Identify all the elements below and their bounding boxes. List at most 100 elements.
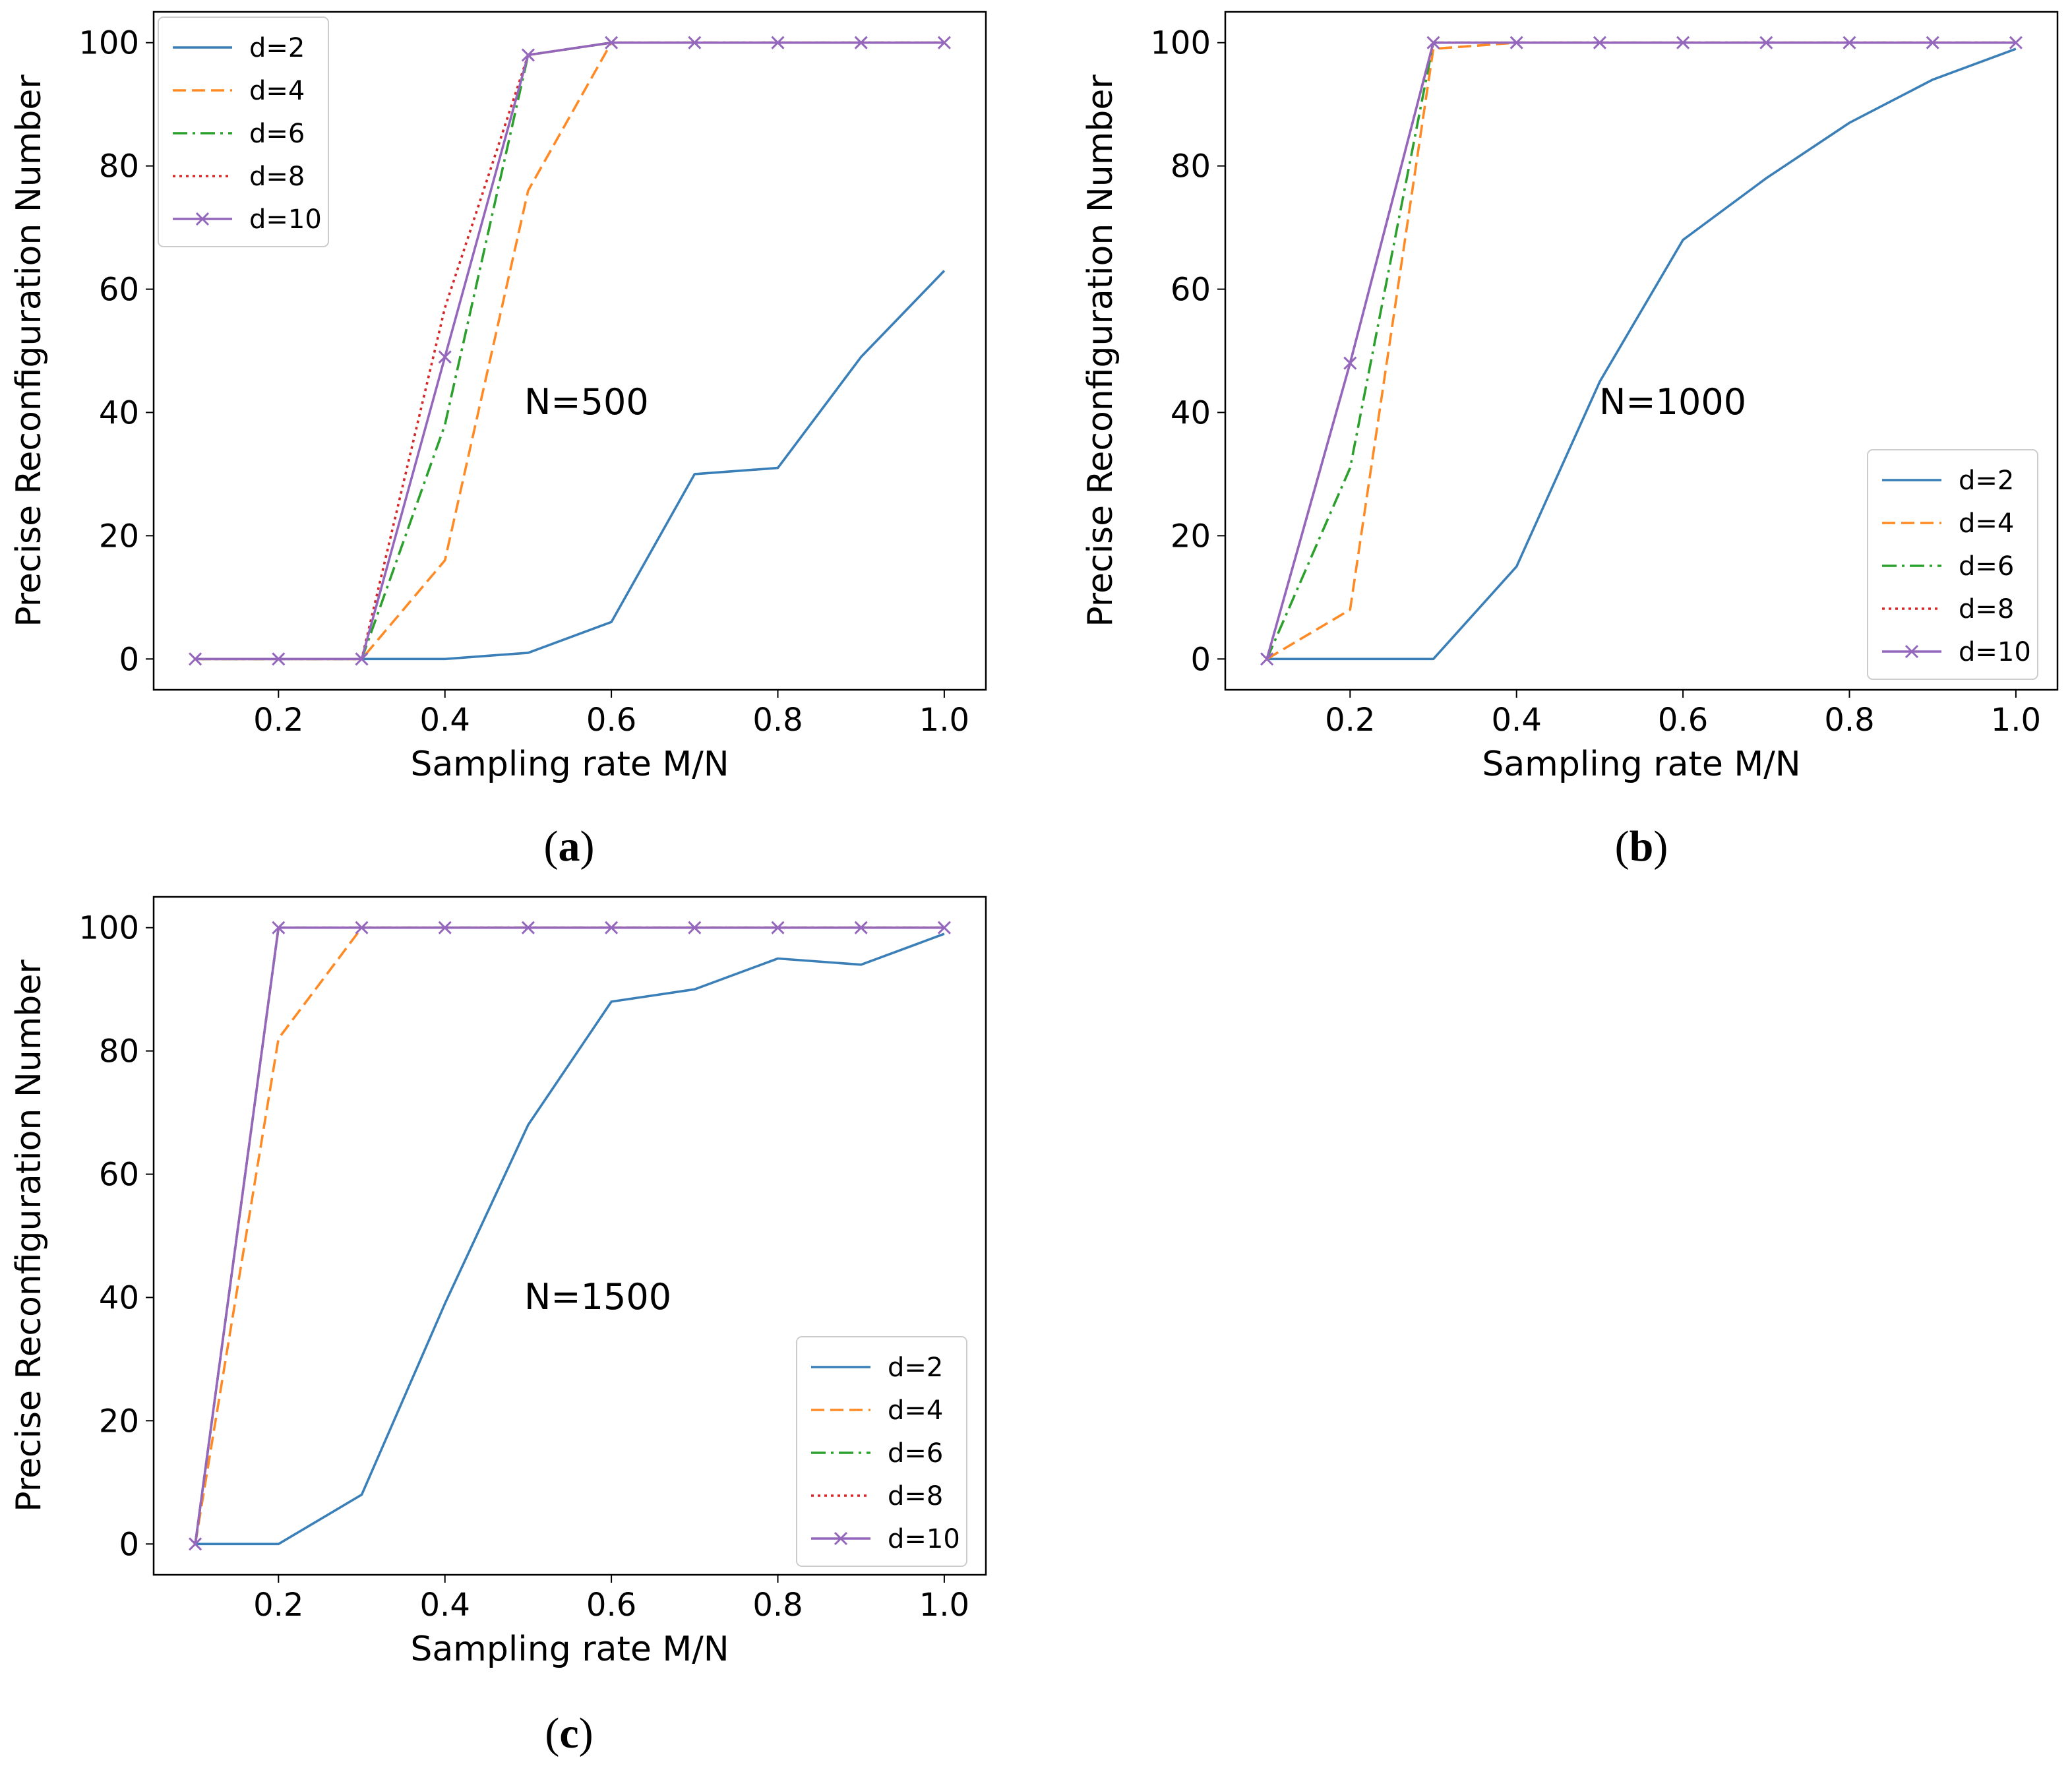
panel-annotation: N=500 [524, 381, 649, 423]
legend-entry-label: d=2 [888, 1353, 943, 1383]
legend-entry-label: d=2 [249, 33, 305, 63]
y-tick-label: 40 [99, 1279, 139, 1316]
x-tick-label: 0.2 [253, 702, 303, 739]
y-tick-label: 60 [1171, 272, 1211, 309]
y-tick-label: 60 [99, 1157, 139, 1194]
y-tick-label: 0 [119, 641, 139, 678]
y-axis-title: Precise Reconfiguration Number [9, 75, 49, 627]
data-point-marker [189, 652, 202, 666]
legend-entry-label: d=10 [1959, 637, 2031, 667]
data-point-marker [1926, 36, 1939, 49]
y-tick-label: 100 [1150, 25, 1211, 62]
legend-entry-label: d=6 [249, 119, 305, 149]
y-tick-label: 80 [99, 148, 139, 185]
series-line-d-4 [194, 926, 944, 1544]
x-tick-label: 0.4 [420, 702, 470, 739]
legend-entry-label: d=8 [249, 162, 305, 192]
legend-entry-label: d=6 [888, 1438, 943, 1469]
y-tick-label: 80 [1171, 148, 1211, 185]
x-tick-label: 0.6 [586, 702, 636, 739]
data-point-marker [272, 652, 286, 666]
data-point-marker [272, 921, 286, 934]
chart-panel-c: 0.2 0.4 0.6 0.8 1.0 0 20 40 60 80 100 Sampling rate… [9, 896, 987, 1757]
x-tick-label: 0.8 [752, 1587, 803, 1624]
x-tick-label: 1.0 [1991, 702, 2041, 739]
chart-panel-b: 0.2 0.4 0.6 0.8 1.0 0 20 40 60 80 100 Sampling rate… [1081, 11, 2059, 870]
y-tick-label: 20 [99, 1403, 139, 1440]
legend-box [158, 16, 329, 247]
series-line-d-10 [1265, 41, 2016, 659]
legend: d=2 d=4 d=6 d=8 d=10 [158, 16, 329, 247]
y-tick-label: 100 [78, 910, 139, 947]
legend: d=2 d=4 d=6 d=8 d=10 [1867, 449, 2038, 680]
data-point-marker [1676, 36, 1690, 49]
y-tick-label: 40 [1171, 394, 1211, 431]
data-point-marker [771, 921, 785, 934]
data-point-marker [1343, 356, 1357, 370]
legend-entry-label: d=10 [888, 1524, 960, 1554]
legend-entry-label: d=4 [1959, 508, 2014, 539]
data-point-marker [1843, 36, 1856, 49]
series-line-d-2 [195, 932, 945, 1546]
panel-label: (a) [544, 822, 595, 870]
data-point-marker [688, 921, 702, 934]
x-axis-title: Sampling rate M/N [1482, 745, 1800, 784]
legend-entry-label: d=4 [888, 1395, 943, 1426]
data-point-marker [355, 652, 369, 666]
legend-marker [195, 212, 210, 226]
y-tick-label: 60 [99, 272, 139, 309]
data-point-marker [438, 921, 452, 934]
data-point-marker [937, 921, 951, 934]
data-point-marker [771, 36, 785, 49]
legend-entry-label: d=8 [1959, 594, 2014, 625]
data-point-marker [1260, 652, 1274, 666]
data-point-marker [688, 36, 702, 49]
y-tick-label: 40 [99, 394, 139, 431]
x-tick-label: 0.2 [1325, 702, 1375, 739]
x-tick-label: 0.8 [752, 702, 803, 739]
x-tick-label: 0.2 [253, 1587, 303, 1624]
legend-entry-label: d=10 [249, 204, 322, 235]
data-point-marker [1759, 36, 1773, 49]
panel-label: (c) [545, 1709, 593, 1757]
series-line-d-2 [1267, 47, 2017, 661]
y-tick-label: 80 [99, 1033, 139, 1070]
chart-panel-a: 0.2 0.4 0.6 0.8 1.0 0 20 40 60 80 100 Sampling rate… [9, 11, 987, 870]
y-axis-title: Precise Reconfiguration Number [9, 960, 49, 1512]
panel-label: (b) [1615, 822, 1668, 870]
data-point-marker [521, 921, 535, 934]
data-point-marker [521, 48, 535, 62]
x-tick-label: 1.0 [919, 1587, 969, 1624]
x-tick-label: 0.8 [1824, 702, 1874, 739]
x-tick-label: 0.4 [1492, 702, 1542, 739]
y-tick-label: 0 [1190, 641, 1211, 678]
y-tick-label: 0 [119, 1526, 139, 1563]
data-point-marker [1593, 36, 1606, 49]
y-tick-label: 20 [99, 518, 139, 555]
panel-annotation: N=1500 [524, 1276, 671, 1318]
series-line-d-10 [194, 926, 944, 1544]
series-line-d-6 [1265, 41, 2016, 660]
data-point-marker [1426, 36, 1440, 49]
y-tick-label: 100 [78, 25, 139, 62]
data-point-marker [605, 36, 619, 49]
x-tick-label: 0.6 [586, 1587, 636, 1624]
x-axis-title: Sampling rate M/N [410, 1630, 729, 1669]
legend-marker [834, 1531, 848, 1546]
legend-entry-label: d=8 [888, 1481, 943, 1511]
data-point-marker [854, 921, 868, 934]
x-tick-label: 0.6 [1658, 702, 1708, 739]
data-point-marker [438, 350, 452, 364]
legend-entry-label: d=6 [1959, 551, 2014, 582]
legend-box [1867, 449, 2038, 680]
legend: d=2 d=4 d=6 d=8 d=10 [796, 1336, 967, 1567]
x-tick-label: 0.4 [420, 1587, 470, 1624]
y-axis-title: Precise Reconfiguration Number [1081, 75, 1120, 627]
panel-annotation: N=1000 [1599, 381, 1746, 423]
data-point-marker [189, 1537, 202, 1551]
x-axis-title: Sampling rate M/N [410, 745, 729, 784]
data-point-marker [854, 36, 868, 49]
x-tick-label: 1.0 [919, 702, 969, 739]
legend-marker [1904, 644, 1919, 659]
legend-box [796, 1336, 967, 1567]
